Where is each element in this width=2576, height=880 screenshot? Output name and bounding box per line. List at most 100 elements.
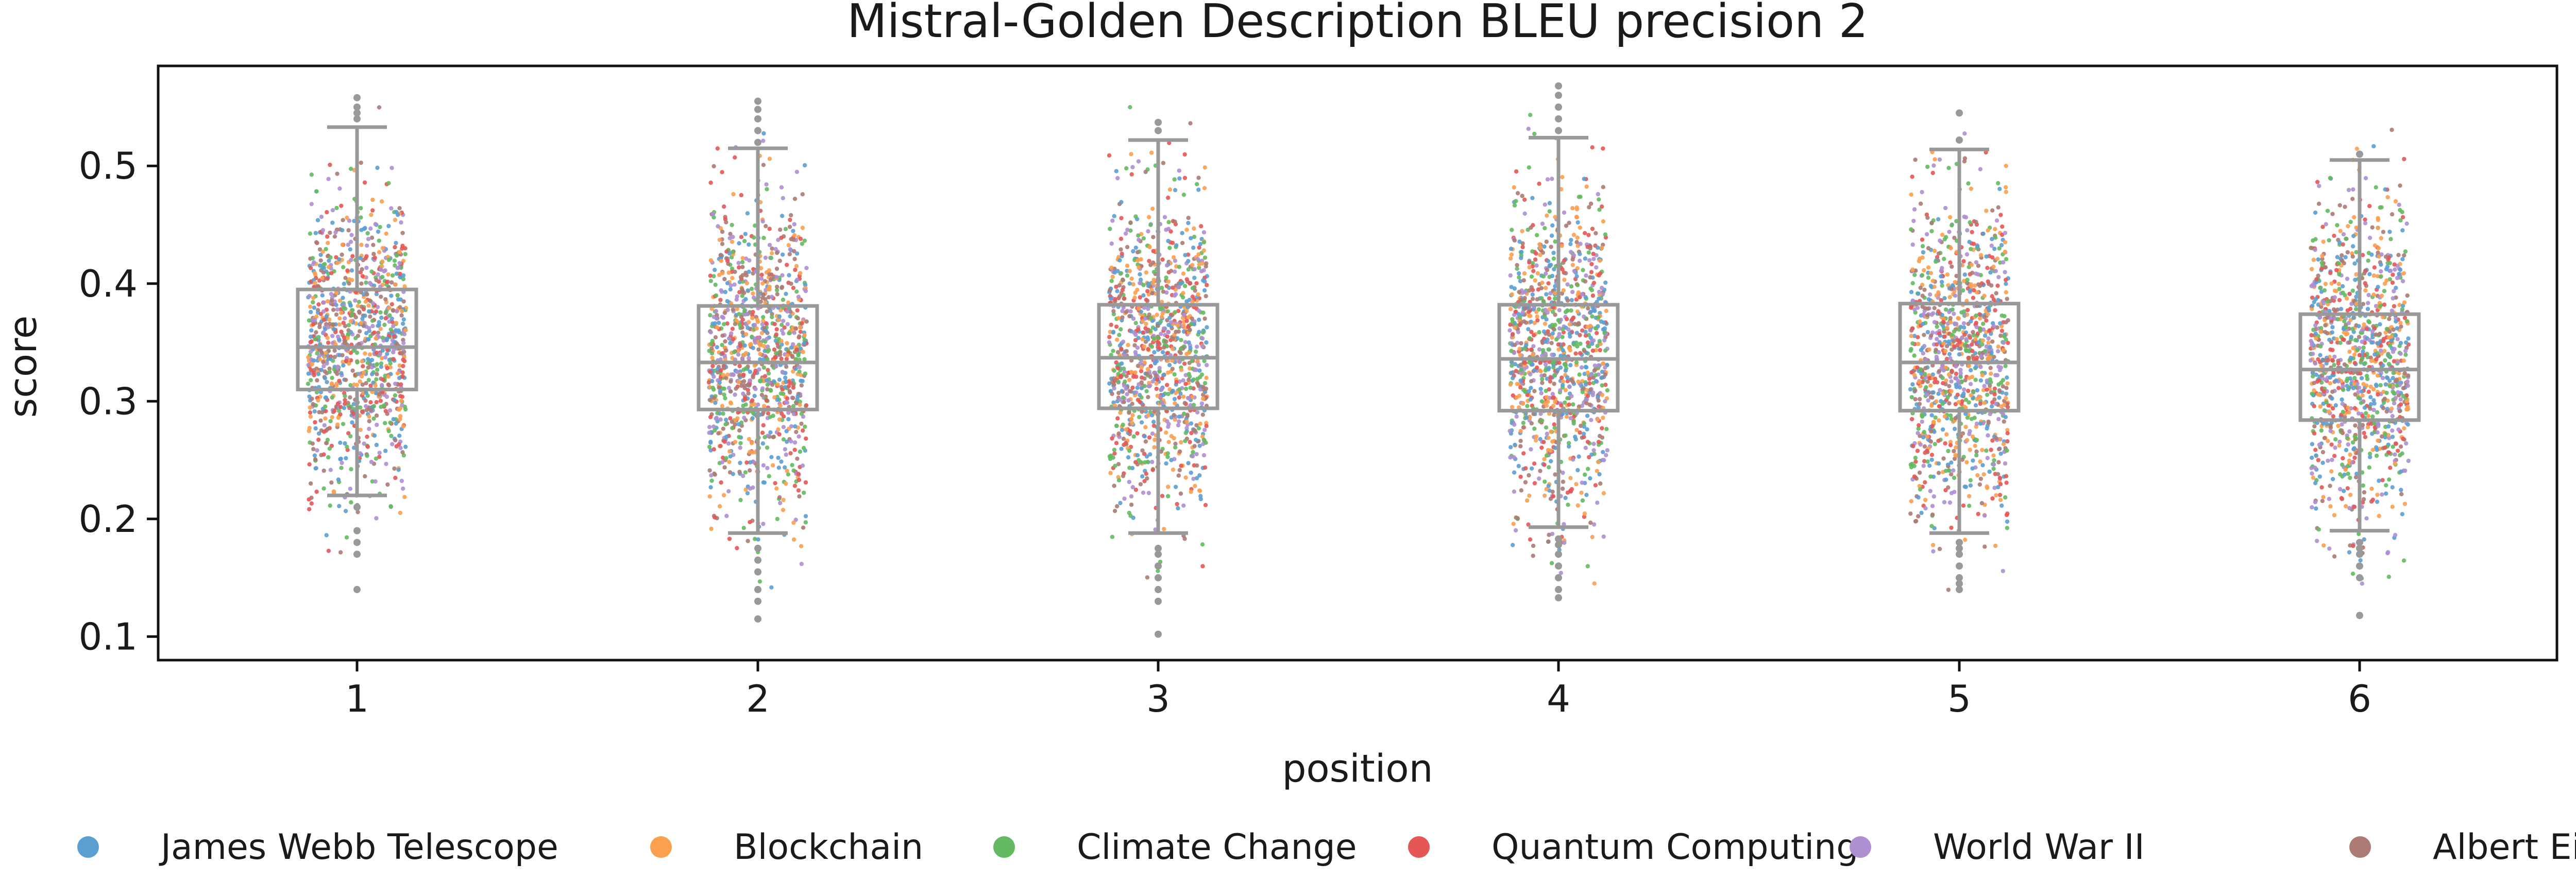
strip-point <box>740 256 745 261</box>
strip-point <box>1145 289 1150 294</box>
strip-point <box>1197 330 1201 334</box>
strip-point <box>1135 431 1140 436</box>
strip-point <box>1171 255 1176 260</box>
strip-point <box>1145 367 1150 372</box>
strip-point <box>763 255 768 260</box>
strip-point <box>368 408 373 412</box>
strip-point <box>1115 504 1120 509</box>
strip-point <box>1550 331 1555 336</box>
strip-point <box>342 335 347 340</box>
strip-point <box>331 307 336 312</box>
strip-point <box>1126 398 1131 403</box>
strip-point <box>1579 365 1584 370</box>
strip-point <box>367 352 372 357</box>
strip-point <box>786 243 791 248</box>
strip-point <box>748 342 753 347</box>
strip-point <box>1547 201 1552 205</box>
strip-point <box>722 392 726 397</box>
strip-point <box>374 377 379 382</box>
strip-point <box>1190 286 1195 290</box>
strip-point <box>751 460 756 464</box>
strip-point <box>1529 274 1534 279</box>
strip-point <box>1531 554 1535 558</box>
strip-point <box>2001 568 2005 574</box>
strip-point <box>781 437 786 442</box>
strip-point <box>1186 258 1191 264</box>
strip-point <box>1593 326 1598 331</box>
strip-point <box>1528 113 1533 117</box>
strip-point <box>1532 481 1537 486</box>
strip-point <box>379 365 384 369</box>
strip-point <box>1109 279 1114 283</box>
strip-point <box>779 322 784 327</box>
strip-point <box>1604 453 1608 458</box>
strip-point <box>1986 340 1991 345</box>
strip-point <box>1949 491 1954 495</box>
strip-point <box>1590 393 1595 398</box>
strip-point <box>709 351 715 356</box>
strip-point <box>1181 323 1186 327</box>
strip-point <box>1200 330 1206 335</box>
strip-point <box>1585 564 1590 568</box>
strip-point <box>1590 314 1595 319</box>
strip-point <box>793 326 798 331</box>
strip-point <box>351 411 356 416</box>
strip-point <box>726 489 731 494</box>
strip-point <box>1589 262 1594 267</box>
strip-point <box>710 378 715 384</box>
strip-point <box>1542 373 1547 377</box>
strip-point <box>1534 309 1539 314</box>
strip-point <box>1523 466 1528 471</box>
strip-point <box>1138 400 1142 404</box>
strip-point <box>1530 249 1535 254</box>
strip-point <box>718 368 723 373</box>
strip-point <box>801 350 806 354</box>
strip-point <box>1508 382 1513 387</box>
strip-point <box>393 282 398 287</box>
strip-point <box>1537 242 1542 247</box>
strip-point <box>339 330 344 334</box>
strip-point <box>316 398 320 403</box>
strip-point <box>1973 377 1978 382</box>
strip-point <box>334 303 338 307</box>
strip-point <box>1544 292 1549 297</box>
strip-point <box>1166 485 1171 489</box>
strip-point <box>713 401 718 405</box>
strip-point <box>1550 177 1554 181</box>
strip-point <box>346 323 351 327</box>
strip-point <box>384 461 388 467</box>
strip-point <box>1599 319 1604 324</box>
strip-point <box>770 295 774 299</box>
strip-point <box>317 357 323 361</box>
strip-point <box>309 309 313 315</box>
strip-point <box>766 349 770 354</box>
strip-point <box>765 309 770 314</box>
strip-point <box>1138 281 1142 285</box>
strip-point <box>714 293 719 298</box>
strip-point <box>765 465 770 471</box>
strip-point <box>1597 339 1602 343</box>
strip-point <box>400 450 405 455</box>
strip-point <box>1990 208 1995 213</box>
strip-point <box>761 319 766 323</box>
strip-point <box>1987 469 1992 474</box>
strip-point <box>1538 360 1543 365</box>
strip-point <box>751 309 755 315</box>
strip-point <box>1996 460 2001 464</box>
strip-point <box>1150 459 1155 464</box>
strip-point <box>1583 365 1588 369</box>
strip-point <box>1561 288 1566 293</box>
strip-point <box>309 202 314 206</box>
strip-point <box>1566 503 1570 507</box>
strip-point <box>307 497 311 502</box>
strip-point <box>1550 439 1555 444</box>
strip-point <box>309 501 314 506</box>
strip-point <box>787 273 791 278</box>
strip-point <box>1147 435 1152 440</box>
strip-point <box>328 162 332 167</box>
strip-point <box>1180 231 1184 235</box>
strip-point <box>727 537 732 541</box>
strip-point <box>743 487 748 492</box>
strip-point <box>1538 369 1543 374</box>
strip-point <box>801 428 805 433</box>
